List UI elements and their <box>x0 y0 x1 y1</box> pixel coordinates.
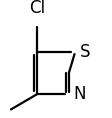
Text: Cl: Cl <box>29 0 45 17</box>
Text: N: N <box>73 85 86 103</box>
Text: S: S <box>80 42 90 61</box>
